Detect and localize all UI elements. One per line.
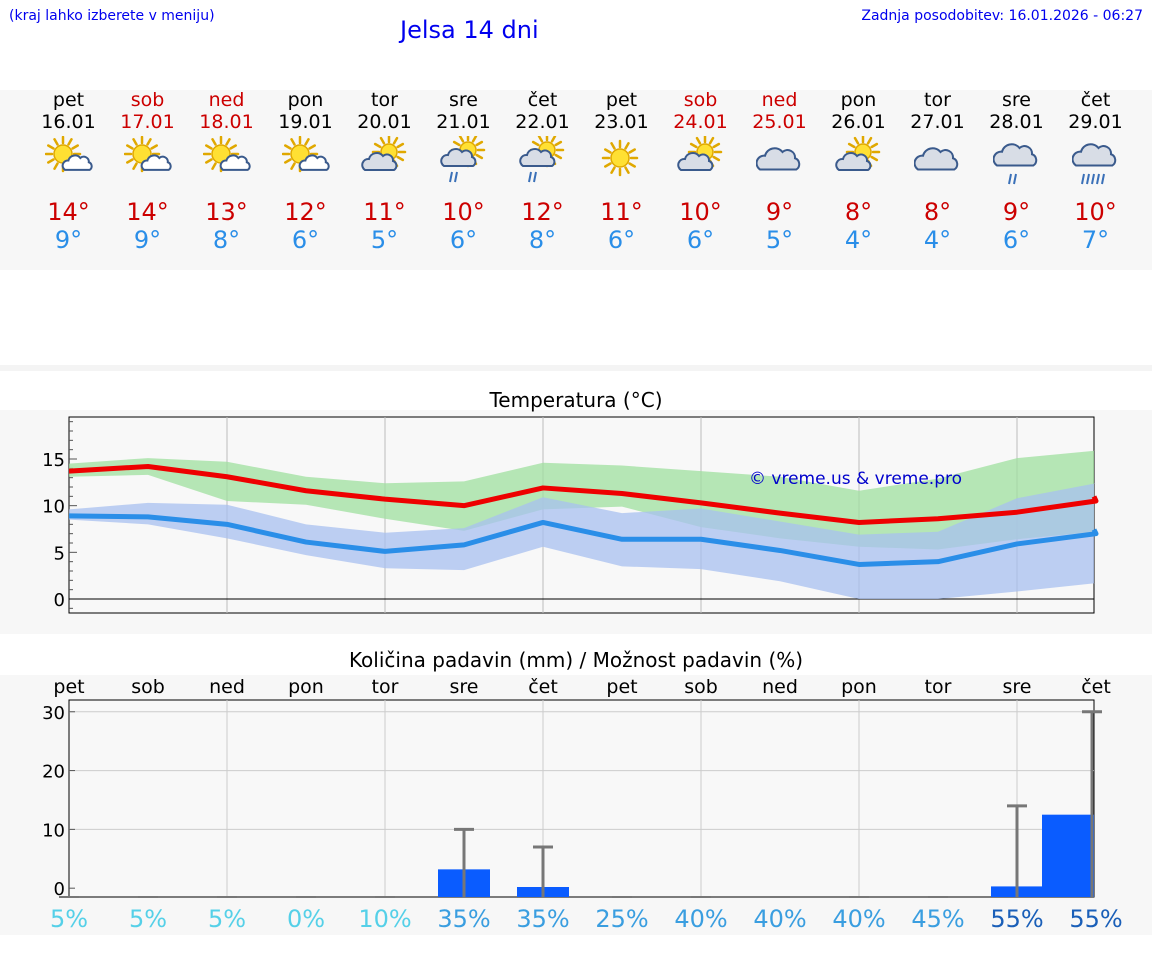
day-column: sre 28.01 9° 6° [977, 90, 1056, 260]
min-temperature: 4° [844, 226, 873, 254]
day-date: 27.01 [910, 111, 965, 133]
day-name: pet [605, 89, 638, 111]
sun-cloud-icon [45, 136, 93, 173]
max-temperature: 14° [47, 198, 90, 226]
max-temperature: 9° [765, 198, 794, 226]
day-name: ned [208, 89, 245, 111]
day-date: 23.01 [594, 111, 649, 133]
day-column: čet 22.01 12° 8° [503, 90, 582, 260]
day-column: tor 20.01 11° 5° [345, 90, 424, 260]
day-name: ned [761, 89, 798, 111]
max-temperature: 13° [205, 198, 248, 226]
day-date: 22.01 [515, 111, 570, 133]
temperature-chart-title: Temperatura (°C) [489, 388, 663, 412]
min-temperature: 6° [1002, 226, 1031, 254]
day-name: pon [840, 89, 877, 111]
day-date: 16.01 [41, 111, 96, 133]
day-column: ned 18.01 13° 8° [187, 90, 266, 260]
max-temperature: 9° [1002, 198, 1031, 226]
cloud-sun-icon [677, 136, 723, 171]
sun-cloud-rain-icon [440, 136, 486, 183]
min-temperature: 7° [1081, 226, 1110, 254]
day-column: čet 29.01 10° 7° [1056, 90, 1135, 260]
sun-cloud-icon [203, 136, 251, 173]
max-temperature: 11° [600, 198, 643, 226]
day-column: pon 19.01 12° 6° [266, 90, 345, 260]
day-name: tor [924, 89, 951, 111]
day-date: 29.01 [1068, 111, 1123, 133]
day-column: sre 21.01 10° 6° [424, 90, 503, 260]
day-date: 18.01 [199, 111, 254, 133]
day-name: pet [52, 89, 85, 111]
max-temperature: 11° [363, 198, 406, 226]
max-temperature: 12° [521, 198, 564, 226]
day-date: 24.01 [673, 111, 728, 133]
min-temperature: 9° [54, 226, 83, 254]
cloud-icon [756, 147, 801, 171]
precipitation-panel [0, 675, 1152, 935]
min-temperature: 6° [607, 226, 636, 254]
day-column: ned 25.01 9° 5° [740, 90, 819, 260]
day-column: pon 26.01 8° 4° [819, 90, 898, 260]
day-date: 26.01 [831, 111, 886, 133]
day-name: tor [371, 89, 398, 111]
day-name: sre [1002, 89, 1031, 111]
day-column: sob 17.01 14° 9° [108, 90, 187, 260]
min-temperature: 5° [765, 226, 794, 254]
max-temperature: 8° [923, 198, 952, 226]
cloud-heavy-rain-icon [1072, 143, 1117, 185]
header-left-note[interactable]: (kraj lahko izberete v meniju) [9, 8, 215, 24]
min-temperature: 6° [686, 226, 715, 254]
day-column: tor 27.01 8° 4° [898, 90, 977, 260]
max-temperature: 12° [284, 198, 327, 226]
section-divider [0, 365, 1152, 371]
day-name: pon [287, 89, 324, 111]
temperature-panel [0, 410, 1152, 634]
max-temperature: 10° [1074, 198, 1117, 226]
precipitation-chart-title: Količina padavin (mm) / Možnost padavin … [348, 648, 804, 672]
day-name: sre [449, 89, 478, 111]
cloud-rain-icon [993, 143, 1038, 185]
max-temperature: 8° [844, 198, 873, 226]
forecast-strip [0, 90, 1152, 270]
day-date: 17.01 [120, 111, 175, 133]
min-temperature: 9° [133, 226, 162, 254]
min-temperature: 5° [370, 226, 399, 254]
day-name: sob [130, 89, 165, 111]
sun-cloud-rain-icon [519, 136, 565, 183]
min-temperature: 6° [449, 226, 478, 254]
sun-icon [601, 139, 639, 177]
max-temperature: 10° [442, 198, 485, 226]
min-temperature: 8° [212, 226, 241, 254]
max-temperature: 10° [679, 198, 722, 226]
day-name: sob [683, 89, 718, 111]
day-date: 25.01 [752, 111, 807, 133]
day-date: 21.01 [436, 111, 491, 133]
cloud-sun-icon [361, 136, 407, 171]
max-temperature: 14° [126, 198, 169, 226]
day-name: čet [1080, 89, 1111, 111]
day-date: 28.01 [989, 111, 1044, 133]
cloud-icon [914, 147, 959, 171]
min-temperature: 6° [291, 226, 320, 254]
sun-cloud-icon [282, 136, 330, 173]
day-column: sob 24.01 10° 6° [661, 90, 740, 260]
day-name: čet [527, 89, 558, 111]
sun-cloud-icon [124, 136, 172, 173]
day-date: 20.01 [357, 111, 412, 133]
min-temperature: 8° [528, 226, 557, 254]
day-date: 19.01 [278, 111, 333, 133]
day-column: pet 23.01 11° 6° [582, 90, 661, 260]
cloud-sun-icon [835, 136, 881, 171]
last-update-note: Zadnja posodobitev: 16.01.2026 - 06:27 [861, 8, 1143, 24]
day-column: pet 16.01 14° 9° [29, 90, 108, 260]
page-title: Jelsa 14 dni [400, 16, 539, 44]
min-temperature: 4° [923, 226, 952, 254]
